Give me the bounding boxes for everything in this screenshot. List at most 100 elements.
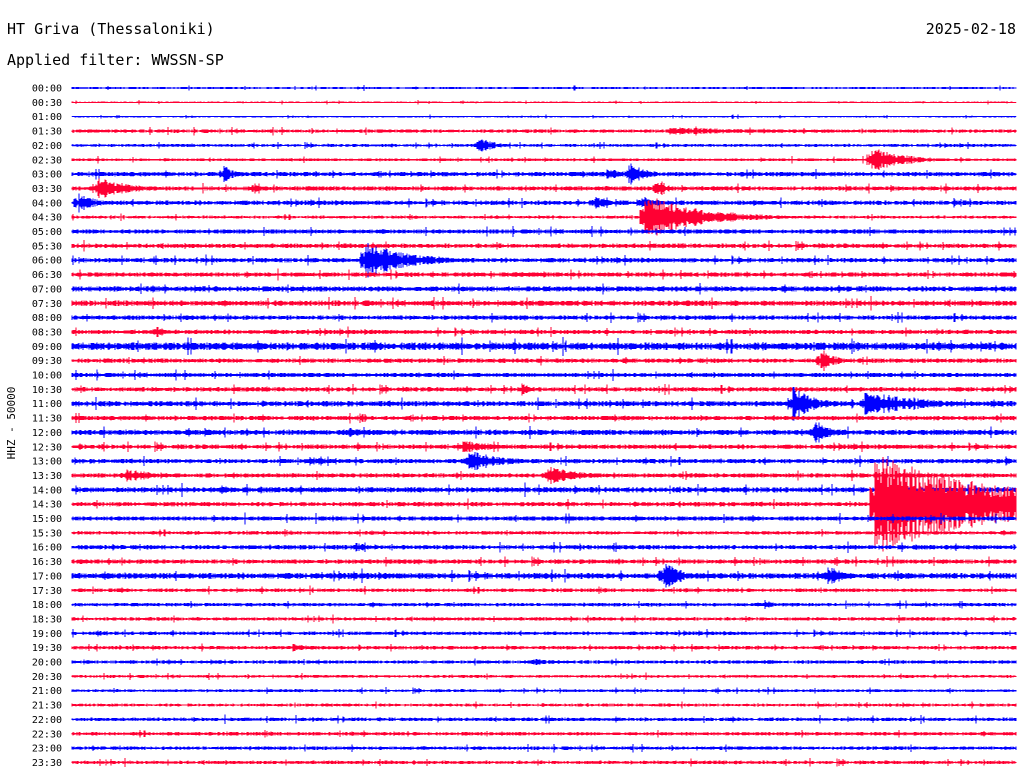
time-label-2200: 22:00: [32, 715, 62, 726]
time-label-1730: 17:30: [32, 586, 62, 597]
trace-0830: [71, 326, 1017, 338]
trace-0600: [71, 243, 1017, 278]
trace-1930: [71, 643, 1017, 652]
time-label-0700: 07:00: [32, 284, 62, 295]
time-label-1230: 12:30: [32, 442, 62, 453]
time-label-1930: 19:30: [32, 643, 62, 654]
time-label-1800: 18:00: [32, 600, 62, 611]
trace-1330: [71, 466, 1017, 485]
trace-2030: [71, 672, 1017, 681]
trace-0230: [71, 149, 1017, 171]
trace-1800: [71, 600, 1017, 610]
trace-2300: [71, 743, 1017, 753]
time-label-1630: 16:30: [32, 557, 62, 568]
trace-2230: [71, 729, 1017, 738]
trace-0400: [71, 193, 1017, 213]
time-label-0730: 07:30: [32, 299, 62, 310]
trace-0930: [71, 350, 1017, 371]
time-label-2100: 21:00: [32, 686, 62, 697]
trace-0530: [71, 240, 1017, 252]
trace-1600: [71, 541, 1017, 553]
trace-1500: [71, 512, 1017, 525]
time-label-1400: 14:00: [32, 485, 62, 496]
trace-1030: [71, 383, 1017, 396]
trace-0130: [71, 126, 1017, 136]
trace-0700: [71, 283, 1017, 295]
time-label-1330: 13:30: [32, 471, 62, 482]
trace-1400: [71, 482, 1017, 497]
time-label-0800: 08:00: [32, 313, 62, 324]
channel-label: HHZ - 50000: [5, 387, 18, 460]
time-label-0830: 08:30: [32, 327, 62, 338]
time-label-2030: 20:30: [32, 672, 62, 683]
time-label-1100: 11:00: [32, 399, 62, 410]
trace-1830: [71, 614, 1017, 624]
trace-1430: [71, 456, 1017, 552]
trace-1530: [71, 529, 1017, 537]
time-label-1030: 10:30: [32, 385, 62, 396]
trace-2100: [71, 687, 1017, 695]
station-title: HT Griva (Thessaloniki): [7, 20, 215, 38]
time-labels: 00:00 00:30 01:00 01:30 02:00 02:30 03:00 03:30…: [32, 84, 62, 769]
trace-1630: [71, 556, 1017, 567]
time-label-2330: 23:30: [32, 758, 62, 769]
time-label-1300: 13:00: [32, 457, 62, 468]
trace-1100: [71, 386, 1017, 421]
time-label-0930: 09:30: [32, 356, 62, 367]
trace-0330: [71, 178, 1017, 199]
time-label-1900: 19:00: [32, 629, 62, 640]
time-label-0600: 06:00: [32, 256, 62, 267]
trace-1300: [71, 452, 1017, 471]
time-label-2230: 22:30: [32, 729, 62, 740]
trace-lines: [71, 84, 1017, 768]
time-label-2130: 21:30: [32, 701, 62, 712]
time-label-2000: 20:00: [32, 658, 62, 669]
time-label-2300: 23:00: [32, 744, 62, 755]
date-label: 2025-02-18: [925, 20, 1016, 38]
time-label-0630: 06:30: [32, 270, 62, 281]
time-label-0000: 00:00: [32, 84, 62, 95]
time-label-1430: 14:30: [32, 500, 62, 511]
trace-1230: [71, 441, 1017, 453]
time-label-0200: 02:00: [32, 141, 62, 152]
trace-2200: [71, 714, 1017, 725]
time-label-1200: 12:00: [32, 428, 62, 439]
trace-0030: [71, 100, 1017, 105]
time-label-1500: 15:00: [32, 514, 62, 525]
time-label-0900: 09:00: [32, 342, 62, 353]
time-label-0400: 04:00: [32, 198, 62, 209]
trace-0800: [71, 312, 1017, 324]
trace-1730: [71, 585, 1017, 595]
trace-0100: [71, 114, 1017, 119]
time-label-1700: 17:00: [32, 571, 62, 582]
trace-0500: [71, 226, 1017, 237]
time-label-1830: 18:30: [32, 614, 62, 625]
trace-0900: [71, 336, 1017, 356]
trace-2330: [71, 757, 1017, 768]
trace-2000: [71, 658, 1017, 666]
time-label-0430: 04:30: [32, 213, 62, 224]
trace-1200: [71, 422, 1017, 443]
trace-0300: [71, 163, 1017, 185]
time-label-0100: 01:00: [32, 112, 62, 123]
time-label-0530: 05:30: [32, 241, 62, 252]
trace-0730: [71, 296, 1017, 311]
trace-0000: [71, 84, 1017, 92]
time-label-0030: 00:30: [32, 98, 62, 109]
time-label-0330: 03:30: [32, 184, 62, 195]
time-label-1130: 11:30: [32, 414, 62, 425]
trace-1000: [71, 369, 1017, 381]
time-label-0300: 03:00: [32, 170, 62, 181]
time-label-0230: 02:30: [32, 155, 62, 166]
time-label-0130: 01:30: [32, 127, 62, 138]
trace-2130: [71, 701, 1017, 709]
trace-1900: [71, 628, 1017, 638]
time-label-0500: 05:00: [32, 227, 62, 238]
time-label-1000: 10:00: [32, 371, 62, 382]
trace-1130: [71, 412, 1017, 424]
trace-1700: [71, 564, 1017, 588]
trace-0430: [71, 198, 1017, 236]
filter-label: Applied filter: WWSSN-SP: [7, 51, 224, 69]
trace-0200: [71, 139, 1017, 152]
